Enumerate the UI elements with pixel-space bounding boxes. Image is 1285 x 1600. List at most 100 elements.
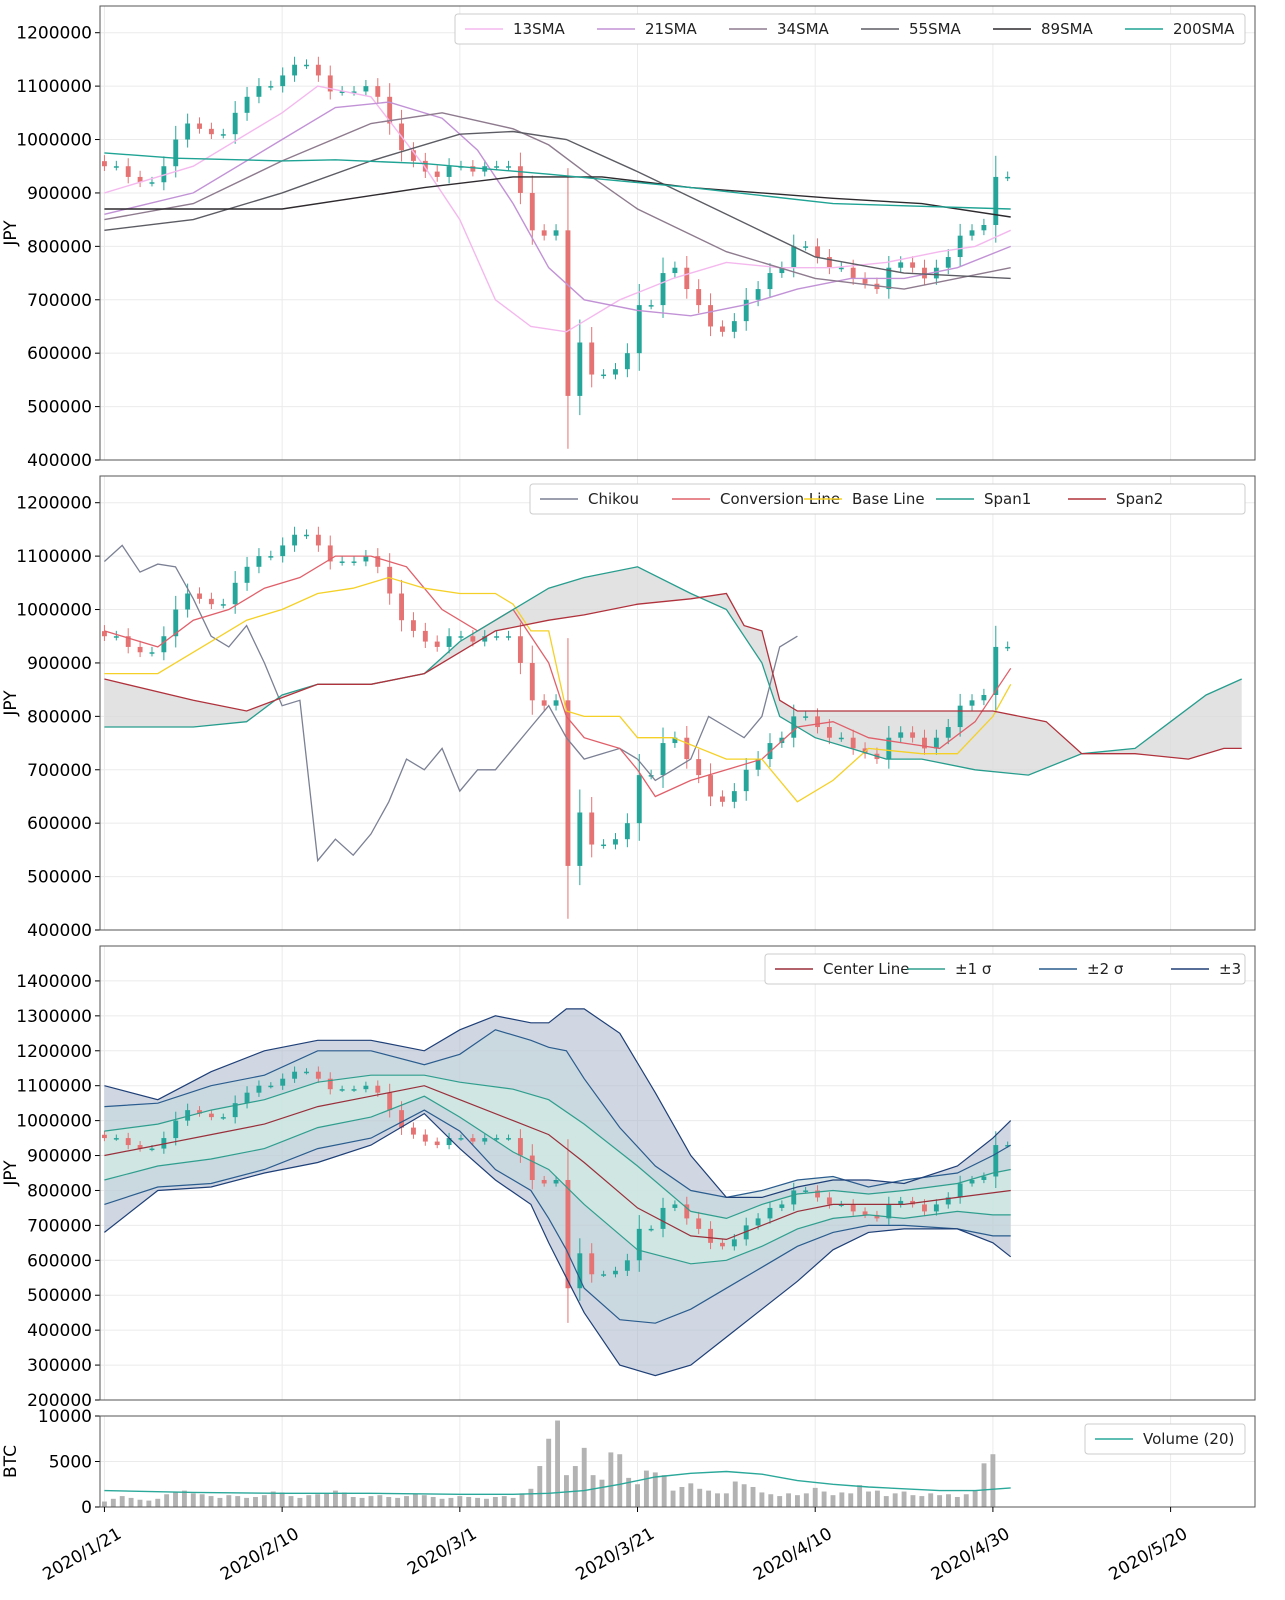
series-55sma	[104, 130, 1011, 280]
volume-bar-88	[883, 1496, 889, 1507]
volume-bar-91	[910, 1495, 916, 1507]
candle-body-1-10	[220, 604, 226, 606]
x-tick-label: 2020/3/1	[404, 1524, 480, 1580]
volume-bar-59	[626, 1477, 632, 1507]
candle-body-0-23	[375, 86, 381, 97]
x-tick-label: 2020/1/21	[39, 1524, 124, 1585]
candle-body-2-56	[767, 1207, 773, 1219]
volume-bar-23	[306, 1495, 312, 1507]
volume-bar-12	[208, 1496, 214, 1507]
candle-body-2-46	[648, 1228, 654, 1231]
candle-body-1-17	[304, 534, 309, 537]
volume-bar-39	[448, 1497, 454, 1507]
series-plusminus-2sigma	[104, 1029, 1012, 1199]
candle-body-1-38	[553, 700, 559, 706]
candle-body-1-34	[506, 636, 511, 638]
candle-body-0-51	[708, 305, 714, 327]
x-tick-label: 2020/4/30	[928, 1524, 1013, 1585]
candle-body-1-41	[589, 812, 595, 845]
y-tick-label: 1100000	[16, 77, 92, 97]
volume-bar-40	[457, 1496, 463, 1507]
volume-bar-14	[226, 1495, 232, 1507]
candle-body-1-20	[339, 561, 345, 563]
candle-body-1-74	[981, 694, 987, 701]
y-tick-label: 1000000	[16, 1112, 92, 1132]
candle-body-0-34	[506, 166, 511, 168]
candle-body-2-53	[731, 1239, 737, 1247]
y-tick-label: 200000	[27, 1391, 92, 1411]
candle-body-1-35	[517, 636, 523, 663]
volume-bar-83	[839, 1492, 845, 1507]
volume-bar-51	[555, 1420, 561, 1507]
series-span2	[104, 592, 1242, 760]
volume-bar-72	[741, 1484, 747, 1507]
candle-body-2-75	[993, 1145, 999, 1177]
legend-box	[1084, 1423, 1246, 1455]
candle-body-1-66	[886, 737, 892, 760]
volume-bar-41	[466, 1496, 472, 1507]
candle-body-0-56	[767, 273, 773, 290]
volume-bar-65	[679, 1486, 685, 1507]
candle-body-1-25	[399, 593, 405, 621]
volume-bar-73	[750, 1486, 756, 1507]
volume-bar-68	[706, 1490, 712, 1507]
candle-body-1-70	[933, 737, 939, 749]
candle-body-1-50	[696, 759, 702, 776]
candle-body-0-33	[494, 166, 500, 168]
candle-body-1-39	[565, 700, 571, 866]
candle-body-2-2	[125, 1138, 131, 1146]
y-tick-label: 5000	[49, 1453, 92, 1473]
candle-body-0-63	[850, 267, 856, 279]
legend-label: Conversion Line	[720, 490, 840, 508]
legend-box	[764, 953, 1246, 985]
candle-body-0-76	[1005, 176, 1011, 179]
volume-bar-9	[181, 1490, 187, 1507]
y-tick-label: 600000	[27, 814, 92, 834]
candle-body-2-21	[351, 1089, 357, 1091]
volume-bar-19	[270, 1491, 276, 1507]
candle-body-2-39	[565, 1179, 571, 1289]
candle-body-1-12	[244, 566, 250, 583]
volume-bar-80	[812, 1487, 818, 1507]
plot-frame	[99, 5, 1256, 461]
volume-bar-70	[723, 1493, 729, 1507]
candle-body-2-45	[636, 1228, 642, 1261]
series-chikou	[103, 544, 798, 863]
candle-body-1-16	[292, 534, 298, 546]
candle-body-1-6	[173, 609, 179, 637]
candle-body-0-74	[981, 224, 987, 231]
candle-body-2-50	[696, 1218, 702, 1229]
volume-bar-42	[475, 1497, 481, 1507]
candle-body-0-55	[755, 289, 761, 300]
y-tick-label: 1000000	[16, 601, 92, 621]
candle-body-0-7	[185, 123, 191, 140]
x-tick-label: 2020/5/20	[1106, 1524, 1191, 1585]
candle-body-1-54	[743, 769, 749, 792]
volume-bar-55	[590, 1475, 596, 1507]
candle-body-0-22	[363, 86, 369, 92]
candle-body-2-62	[838, 1204, 844, 1206]
candle-body-2-24	[387, 1092, 393, 1111]
volume-bar-86	[866, 1491, 871, 1507]
volume-bar-62	[652, 1472, 658, 1507]
candle-body-2-70	[933, 1204, 939, 1212]
candle-body-1-75	[993, 646, 999, 695]
volume-bar-47	[519, 1493, 525, 1507]
candle-body-0-57	[779, 267, 785, 274]
volume-bar-28	[350, 1496, 356, 1507]
candle-body-0-52	[719, 326, 725, 332]
y-tick-label: 400000	[27, 1321, 92, 1341]
panel-3: 200000 300000 400000 500000 600000 700000 8000…	[1, 945, 1256, 1411]
series-89sma	[104, 176, 1011, 218]
series-minus-1sigma	[104, 1095, 1011, 1265]
volume-bar-48	[528, 1488, 534, 1507]
legend-label: Center Line	[823, 960, 910, 978]
candle-body-2-3	[137, 1145, 143, 1149]
y-tick-label: 500000	[27, 1286, 92, 1306]
candle-body-2-42	[601, 1274, 607, 1276]
candle-body-1-28	[434, 641, 440, 647]
volume-bar-53	[572, 1466, 578, 1507]
legend-label: 34SMA	[777, 20, 830, 38]
candle-body-0-40	[577, 342, 583, 396]
candle-body-0-8	[197, 123, 202, 129]
